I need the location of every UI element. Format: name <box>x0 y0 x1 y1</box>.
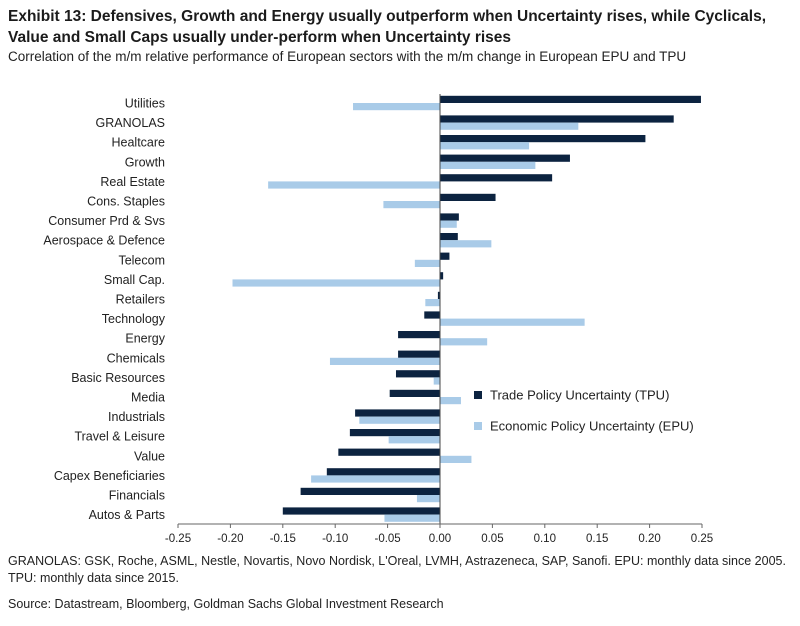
category-label-capex-beneficiaries: Capex Beneficiaries <box>54 469 165 483</box>
x-tick-label: 0.10 <box>534 533 556 545</box>
epu-bar-telecom <box>414 259 440 267</box>
category-label-telecom: Telecom <box>118 253 165 267</box>
category-label-media: Media <box>131 391 165 405</box>
epu-bar-granolas <box>440 122 579 130</box>
category-label-energy: Energy <box>125 332 165 346</box>
epu-bar-healtcare <box>440 142 530 150</box>
category-label-industrials: Industrials <box>108 410 165 424</box>
category-label-financials: Financials <box>109 489 165 503</box>
category-label-retailers: Retailers <box>116 293 165 307</box>
tpu-bar-small-cap <box>440 272 444 280</box>
tpu-bar-capex-beneficiaries <box>326 468 440 476</box>
tpu-bar-retailers <box>437 291 440 299</box>
epu-bar-value <box>440 455 472 463</box>
x-tick-label: 0.20 <box>638 533 660 545</box>
x-tick-label: -0.20 <box>217 533 243 545</box>
x-tick-label: 0.25 <box>691 533 713 545</box>
category-label-autos-parts: Autos & Parts <box>89 508 165 522</box>
tpu-bar-growth <box>440 154 570 162</box>
category-label-aerospace-defence: Aerospace & Defence <box>43 234 165 248</box>
tpu-bar-technology <box>424 311 440 319</box>
x-tick-label: -0.05 <box>374 533 400 545</box>
tpu-bar-basic-resources <box>395 370 440 378</box>
category-label-value: Value <box>134 449 165 463</box>
epu-bar-travel-leisure <box>388 436 440 444</box>
epu-bar-retailers <box>425 299 440 307</box>
category-label-basic-resources: Basic Resources <box>71 371 165 385</box>
category-label-cons-staples: Cons. Staples <box>87 195 165 209</box>
tpu-bar-industrials <box>355 409 440 417</box>
category-label-utilities: Utilities <box>125 97 165 111</box>
epu-bar-real-estate <box>268 181 440 189</box>
tpu-bar-autos-parts <box>282 507 440 515</box>
epu-bar-cons-staples <box>383 201 440 209</box>
source-note: Source: Datastream, Bloomberg, Goldman S… <box>8 597 444 611</box>
epu-bar-utilities <box>353 103 440 111</box>
category-label-technology: Technology <box>102 312 166 326</box>
tpu-bar-aerospace-defence <box>440 233 458 241</box>
tpu-bar-energy <box>398 331 440 339</box>
category-label-chemicals: Chemicals <box>107 351 165 365</box>
tpu-bar-value <box>338 448 440 456</box>
epu-bar-chemicals <box>329 357 440 365</box>
category-label-healtcare: Healtcare <box>112 136 166 150</box>
tpu-bar-media <box>389 389 440 397</box>
chart-subtitle: Correlation of the m/m relative performa… <box>8 49 687 64</box>
category-label-real-estate: Real Estate <box>100 175 165 189</box>
category-label-travel-leisure: Travel & Leisure <box>74 430 165 444</box>
footnote: GRANOLAS: GSK, Roche, ASML, Nestle, Nova… <box>8 554 786 585</box>
tpu-bar-consumer-prd-svs <box>440 213 459 221</box>
chart-title: Exhibit 13: Defensives, Growth and Energ… <box>8 8 766 46</box>
epu-bar-energy <box>440 338 488 346</box>
tpu-bar-real-estate <box>440 174 553 182</box>
tpu-bar-healtcare <box>440 135 646 143</box>
epu-bar-industrials <box>359 416 440 424</box>
epu-bar-consumer-prd-svs <box>440 220 457 228</box>
epu-bar-technology <box>440 318 585 326</box>
tpu-bar-telecom <box>440 252 450 260</box>
legend-swatch-epu <box>474 422 482 430</box>
x-tick-label: 0.05 <box>481 533 503 545</box>
epu-bar-autos-parts <box>384 514 440 522</box>
legend-label-tpu: Trade Policy Uncertainty (TPU) <box>490 388 669 403</box>
legend-label-epu: Economic Policy Uncertainty (EPU) <box>490 419 694 434</box>
category-label-granolas: GRANOLAS <box>96 116 165 130</box>
epu-bar-media <box>440 397 461 405</box>
tpu-bar-granolas <box>440 115 674 123</box>
tpu-bar-chemicals <box>398 350 440 358</box>
epu-bar-basic-resources <box>433 377 440 385</box>
x-tick-label: -0.15 <box>270 533 296 545</box>
category-label-small-cap: Small Cap. <box>104 273 165 287</box>
tpu-bar-travel-leisure <box>349 429 440 437</box>
epu-bar-growth <box>440 161 536 169</box>
x-tick-label: 0.00 <box>429 533 451 545</box>
epu-bar-financials <box>416 495 440 503</box>
legend-swatch-tpu <box>474 391 482 399</box>
category-label-consumer-prd-svs: Consumer Prd & Svs <box>48 214 165 228</box>
x-tick-label: 0.15 <box>586 533 608 545</box>
tpu-bar-cons-staples <box>440 193 496 201</box>
epu-bar-small-cap <box>232 279 440 287</box>
epu-bar-aerospace-defence <box>440 240 492 248</box>
x-tick-label: -0.25 <box>165 533 191 545</box>
tpu-bar-utilities <box>440 95 701 103</box>
tpu-bar-financials <box>300 487 440 495</box>
epu-bar-capex-beneficiaries <box>311 475 440 483</box>
category-label-growth: Growth <box>125 155 165 169</box>
x-tick-label: -0.10 <box>322 533 348 545</box>
